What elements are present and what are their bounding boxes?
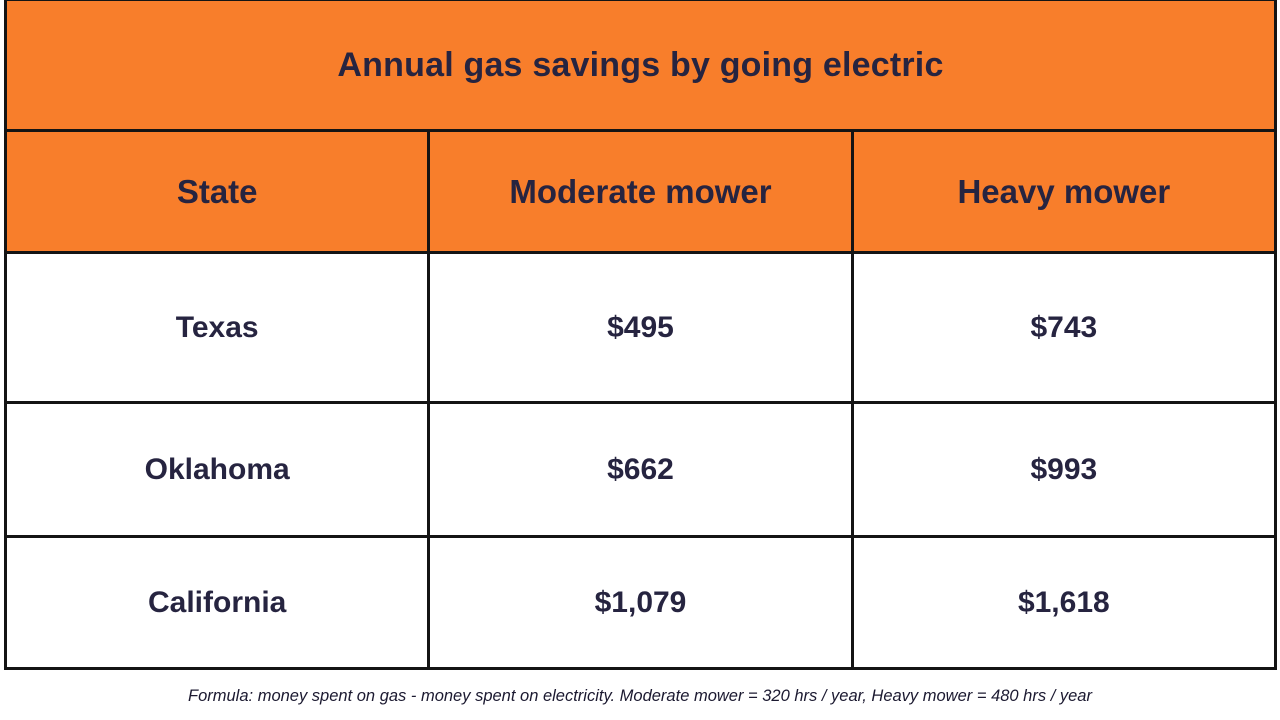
table-row: Oklahoma $662 $993 (3, 401, 1278, 538)
state-name-cell: California (3, 535, 431, 670)
column-header-heavy-mower: Heavy mower (850, 129, 1278, 254)
table-title: Annual gas savings by going electric (4, 0, 1277, 132)
moderate-mower-value-cell: $662 (427, 401, 854, 538)
table-row: Texas $495 $743 (3, 251, 1278, 404)
moderate-mower-value-cell: $1,079 (427, 535, 854, 670)
gas-savings-table: Annual gas savings by going electric Sta… (3, 0, 1278, 670)
heavy-mower-value-cell: $743 (850, 251, 1278, 404)
state-name-cell: Oklahoma (3, 401, 431, 538)
title-row: Annual gas savings by going electric (4, 0, 1277, 132)
header-row: State Moderate mower Heavy mower (3, 129, 1278, 254)
moderate-mower-value-cell: $495 (427, 251, 854, 404)
formula-footnote: Formula: money spent on gas - money spen… (188, 687, 1092, 705)
column-header-state: State (3, 129, 431, 254)
column-header-moderate-mower: Moderate mower (427, 129, 854, 254)
table-row: California $1,079 $1,618 (3, 535, 1278, 670)
state-name-cell: Texas (3, 251, 431, 404)
heavy-mower-value-cell: $1,618 (850, 535, 1278, 670)
heavy-mower-value-cell: $993 (850, 401, 1278, 538)
